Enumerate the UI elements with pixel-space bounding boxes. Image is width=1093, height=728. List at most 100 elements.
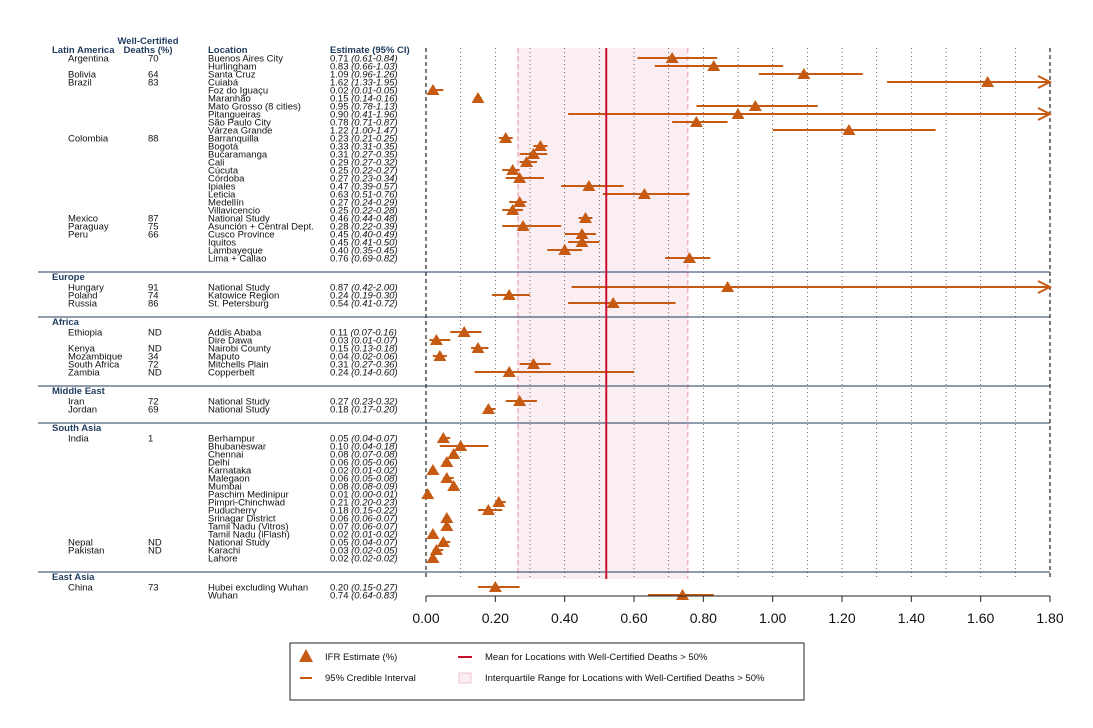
ci-value: (0.39-0.57) bbox=[351, 181, 397, 192]
estimate-label: 0.04 (0.02-0.06) bbox=[330, 351, 398, 362]
ci-value: (0.69-0.82) bbox=[351, 253, 397, 264]
legend-triangle-icon bbox=[299, 649, 313, 662]
estimate-label: 0.02 (0.01-0.02) bbox=[330, 529, 398, 540]
ci-value: (0.24-0.29) bbox=[351, 197, 397, 208]
estimate-label: 0.07 (0.06-0.07) bbox=[330, 521, 398, 532]
estimate-label: 0.95 (0.78-1.13) bbox=[330, 101, 398, 112]
location-label: Villavicencio bbox=[208, 205, 260, 216]
country-label: Bolivia bbox=[68, 69, 97, 80]
estimate-value: 0.27 bbox=[330, 197, 351, 208]
reference-layer bbox=[517, 48, 689, 579]
ifr-marker bbox=[721, 281, 735, 292]
estimate-label: 0.63 (0.51-0.76) bbox=[330, 189, 398, 200]
estimate-value: 0.40 bbox=[330, 245, 351, 256]
estimate-label: 0.11 (0.07-0.16) bbox=[330, 327, 397, 338]
estimate-label: 0.01 (0.00-0.01) bbox=[330, 489, 398, 500]
location-label: Bucaramanga bbox=[208, 149, 268, 160]
estimate-label: 0.87 (0.42-2.00) bbox=[330, 282, 398, 293]
estimate-label: 0.76 (0.69-0.82) bbox=[330, 253, 398, 264]
country-label: Jordan bbox=[68, 404, 97, 415]
ifr-marker bbox=[520, 156, 534, 167]
estimate-label: 0.02 (0.02-0.02) bbox=[330, 553, 398, 564]
ifr-marker bbox=[578, 212, 592, 223]
estimate-label: 0.27 (0.23-0.34) bbox=[330, 173, 398, 184]
estimate-value: 0.47 bbox=[330, 181, 351, 192]
certified-deaths-value: 75 bbox=[148, 221, 159, 232]
estimate-value: 0.27 bbox=[330, 173, 351, 184]
estimate-label: 0.46 (0.44-0.48) bbox=[330, 213, 398, 224]
estimate-value: 0.06 bbox=[330, 513, 351, 524]
location-label: Katowice Region bbox=[208, 290, 279, 301]
country-label: Mozambique bbox=[68, 351, 122, 362]
estimate-label: 0.31 (0.27-0.35) bbox=[330, 149, 398, 160]
estimate-label: 0.25 (0.22-0.28) bbox=[330, 205, 398, 216]
ifr-marker bbox=[665, 52, 679, 63]
ifr-marker bbox=[488, 581, 502, 592]
location-label: Pitangueiras bbox=[208, 109, 261, 120]
ifr-marker bbox=[471, 92, 485, 103]
legend-iqr-label: Interquartile Range for Locations with W… bbox=[485, 673, 765, 684]
location-label: Córdoba bbox=[208, 173, 245, 184]
ifr-marker bbox=[436, 432, 450, 443]
ifr-marker bbox=[454, 440, 468, 451]
estimate-value: 0.63 bbox=[330, 189, 351, 200]
location-label: National Study bbox=[208, 404, 270, 415]
ifr-marker bbox=[689, 116, 703, 127]
ifr-marker bbox=[682, 252, 696, 263]
ifr-marker bbox=[731, 108, 745, 119]
location-label: Cúcuta bbox=[208, 165, 239, 176]
ifr-marker bbox=[637, 188, 651, 199]
region-label: Middle East bbox=[52, 386, 106, 397]
ifr-marker bbox=[502, 289, 516, 300]
estimate-value: 0.90 bbox=[330, 109, 351, 120]
certified-deaths-value: 66 bbox=[148, 229, 159, 240]
ci-value: (0.41-1.96) bbox=[351, 109, 397, 120]
estimate-label: 0.27 (0.24-0.29) bbox=[330, 197, 398, 208]
estimate-value: 0.06 bbox=[330, 473, 351, 484]
country-label: India bbox=[68, 433, 89, 444]
estimate-value: 0.31 bbox=[330, 359, 351, 370]
ci-value: (0.17-0.20) bbox=[351, 404, 397, 415]
header-estimate: Estimate (95% CI) bbox=[330, 45, 410, 56]
country-label: Kenya bbox=[68, 343, 96, 354]
ci-value: (0.44-0.48) bbox=[351, 213, 397, 224]
estimate-value: 1.22 bbox=[330, 125, 351, 136]
iqr-band bbox=[517, 48, 688, 579]
x-axis: 0.00 0.20 0.40 0.60 0.80 1.00 1.20 1.40 1.60 1.80 bbox=[412, 595, 1064, 626]
ci-value: (1.33-1.95) bbox=[351, 77, 397, 88]
estimate-value: 0.02 bbox=[330, 529, 351, 540]
certified-deaths-value: 70 bbox=[148, 53, 159, 64]
ifr-marker bbox=[748, 100, 762, 111]
ci-value: (0.01-0.02) bbox=[351, 465, 397, 476]
ci-value: (0.04-0.07) bbox=[351, 433, 397, 444]
location-label: Mumbai bbox=[208, 481, 242, 492]
estimate-label: 1.22 (1.00-1.47) bbox=[330, 125, 398, 136]
location-label: Tamil Nadu (iFlash) bbox=[208, 529, 290, 540]
ci-value: (0.22-0.39) bbox=[351, 221, 397, 232]
estimate-label: 0.08 (0.08-0.09) bbox=[330, 481, 398, 492]
region-label: South Asia bbox=[52, 423, 102, 434]
ifr-marker bbox=[426, 84, 440, 95]
x-tick-label: 0.60 bbox=[620, 610, 647, 626]
ifr-marker bbox=[481, 504, 495, 515]
ifr-marker bbox=[440, 472, 454, 483]
location-label: National Study bbox=[208, 213, 270, 224]
estimate-value: 0.10 bbox=[330, 441, 351, 452]
ci-value: (0.27-0.32) bbox=[351, 157, 397, 168]
location-label: Lima + Callao bbox=[208, 253, 266, 264]
estimate-value: 0.25 bbox=[330, 165, 351, 176]
region-label: East Asia bbox=[52, 572, 95, 583]
ci-value: (0.01-0.05) bbox=[351, 85, 397, 96]
estimate-label: 0.24 (0.19-0.30) bbox=[330, 290, 398, 301]
country-label: Paraguay bbox=[68, 221, 109, 232]
estimate-value: 0.11 bbox=[330, 327, 350, 338]
ifr-marker bbox=[513, 172, 527, 183]
estimate-label: 0.33 (0.31-0.35) bbox=[330, 141, 398, 152]
certified-deaths-value: 1 bbox=[148, 433, 153, 444]
location-label: Foz do Iguaçu bbox=[208, 85, 268, 96]
ifr-marker bbox=[421, 488, 435, 499]
ci-arrow-icon bbox=[1037, 75, 1053, 89]
location-label: Karnataka bbox=[208, 465, 252, 476]
estimate-value: 0.03 bbox=[330, 545, 351, 556]
